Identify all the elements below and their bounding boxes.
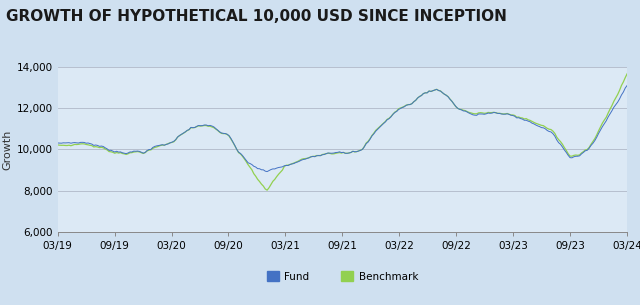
Legend: Fund, Benchmark: Fund, Benchmark: [262, 267, 422, 286]
Y-axis label: Growth: Growth: [3, 129, 12, 170]
Text: GROWTH OF HYPOTHETICAL 10,000 USD SINCE INCEPTION: GROWTH OF HYPOTHETICAL 10,000 USD SINCE …: [6, 9, 508, 24]
